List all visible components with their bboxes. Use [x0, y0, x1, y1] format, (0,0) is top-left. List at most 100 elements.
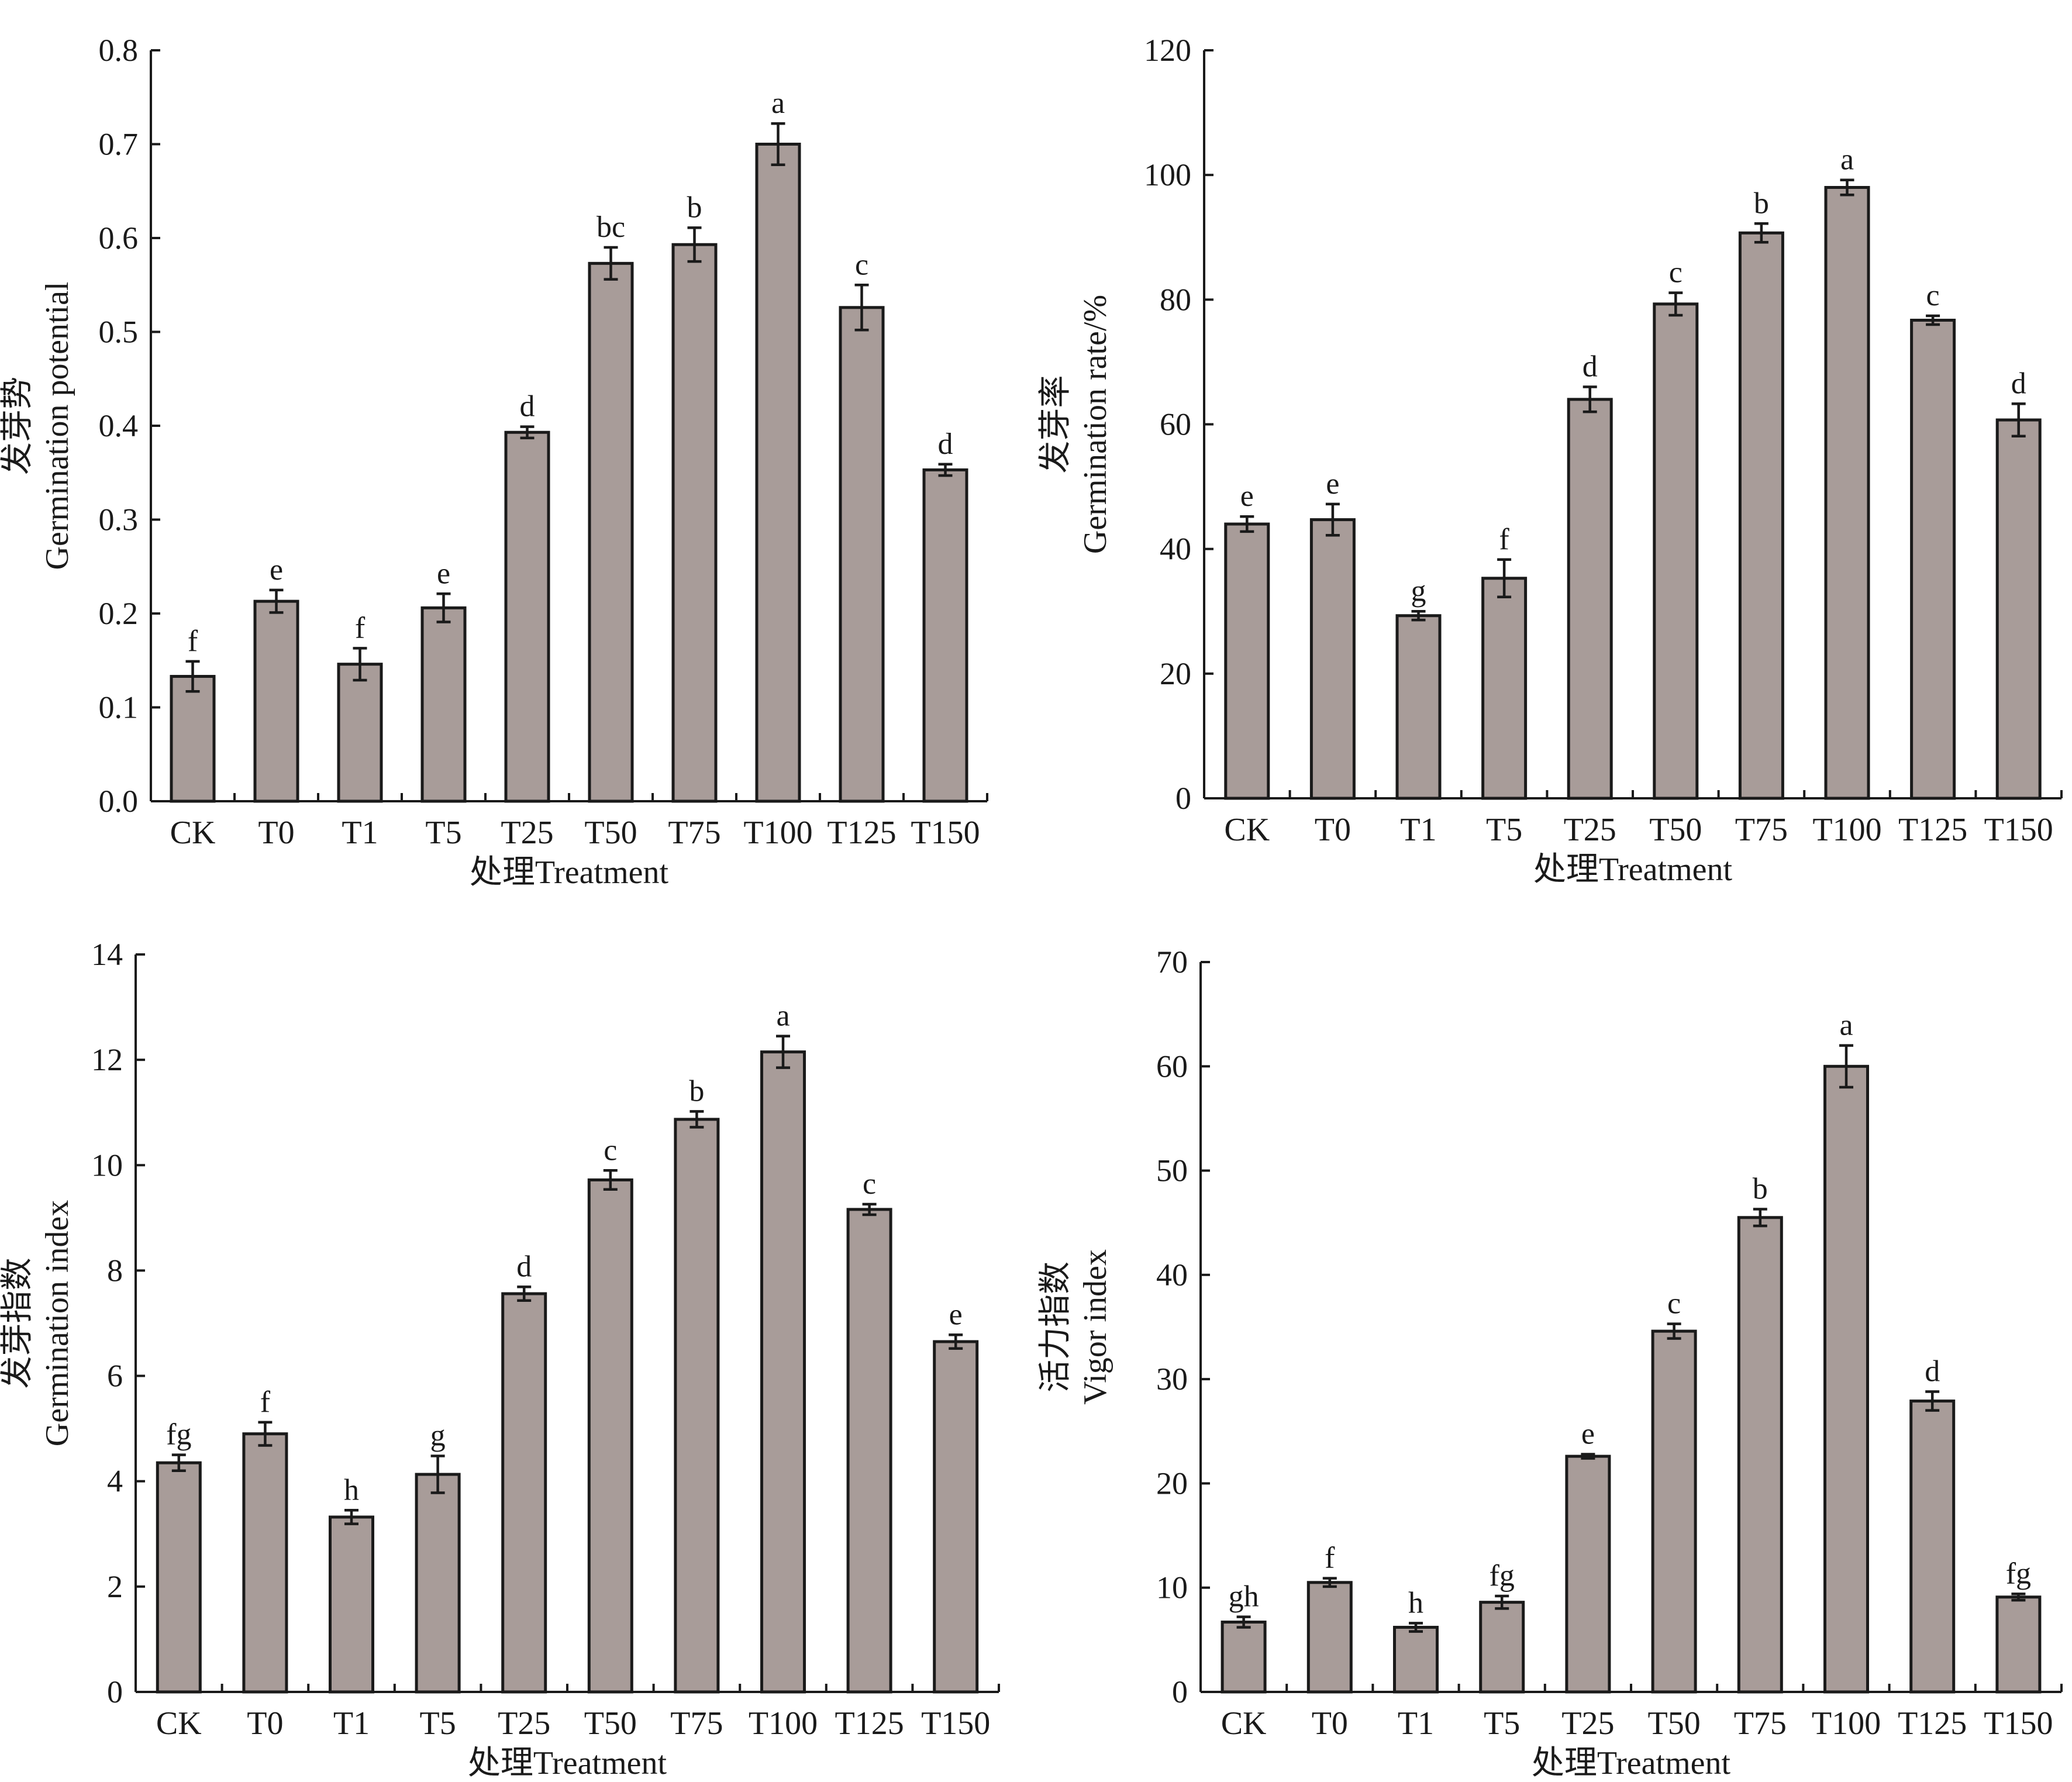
x-tick-label: T150	[1984, 1705, 2053, 1742]
significance-letter: f	[355, 611, 366, 644]
y-tick-label: 0.0	[99, 784, 139, 819]
x-axis-title: 处理Treatment	[1532, 1745, 1731, 1781]
x-tick-label: T100	[743, 815, 812, 851]
y-tick-label: 10	[91, 1147, 123, 1183]
y-tick-label: 20	[1156, 1466, 1188, 1501]
bar-t0	[1309, 518, 1356, 800]
significance-letter: c	[863, 1167, 876, 1201]
x-tick-label: T1	[1398, 1705, 1434, 1742]
germination-potential-chart: 0.0 0.1 0.2 0.3 0.4 0.5 0.6 0.7 0.8 f CK e T0 f T1 e T5 d…	[0, 33, 988, 891]
x-tick-label: T1	[1400, 812, 1436, 848]
significance-letter: a	[1840, 143, 1854, 177]
bar-t25	[501, 1292, 547, 1694]
y-tick-label: 0	[107, 1674, 123, 1709]
bar-t150	[1995, 1595, 2042, 1694]
bar-t125	[1909, 1400, 1956, 1694]
bar-t50	[1651, 1329, 1697, 1694]
x-tick-label: T0	[247, 1705, 283, 1742]
y-tick-label: 100	[1144, 157, 1191, 192]
significance-letter: fg	[1490, 1559, 1515, 1593]
x-tick-label: T75	[668, 815, 720, 851]
bar-t50	[1653, 302, 1699, 800]
y-tick-label: 0	[1172, 1674, 1188, 1709]
y-tick-label: 10	[1156, 1570, 1188, 1605]
significance-letter: h	[1408, 1586, 1423, 1619]
bar-t150	[1995, 418, 2042, 800]
significance-letter: d	[2011, 367, 2026, 400]
y-axis-title-en: Germination potential	[39, 282, 75, 570]
y-tick-label: 0.5	[99, 315, 139, 350]
significance-letter: c	[1669, 256, 1683, 289]
x-axis-title: 处理Treatment	[468, 1745, 667, 1781]
significance-letter: b	[1754, 187, 1769, 220]
significance-letter: h	[344, 1473, 359, 1507]
y-axis-title-cn: 发芽势	[0, 377, 36, 475]
x-tick-label: CK	[156, 1705, 202, 1742]
bar-t0	[242, 1432, 288, 1694]
bar-t25	[1567, 398, 1613, 800]
y-tick-label: 0.6	[99, 220, 139, 256]
bar-t75	[1738, 231, 1784, 800]
significance-letter: f	[1325, 1542, 1335, 1575]
bar-t100	[760, 1050, 806, 1694]
germination-index-chart: 0 2 4 6 8 10 12 14 fg CK f T0 h T1 g T5 d T25 c T50 b T75 a T10…	[0, 937, 1000, 1781]
y-tick-label: 30	[1156, 1362, 1188, 1397]
x-tick-label: T150	[921, 1705, 990, 1742]
y-axis-title-en: Germination index	[39, 1200, 75, 1446]
x-tick-label: T5	[419, 1705, 456, 1742]
bar-t5	[415, 1473, 461, 1694]
x-tick-label: T75	[1735, 812, 1788, 848]
significance-letter: a	[1839, 1009, 1853, 1042]
significance-letter: b	[689, 1074, 704, 1108]
x-tick-label: T25	[498, 1705, 550, 1742]
bar-t50	[588, 261, 634, 803]
y-axis-title-cn: 活力指数	[1037, 1261, 1074, 1392]
bar-t0	[253, 599, 299, 803]
x-tick-label: T75	[670, 1705, 723, 1742]
significance-letter: b	[1753, 1173, 1768, 1206]
bar-ck	[1224, 522, 1270, 800]
x-axis-title: 处理Treatment	[470, 854, 669, 891]
significance-letter: c	[855, 248, 868, 281]
x-tick-label: T50	[584, 1705, 637, 1742]
significance-letter: d	[1925, 1355, 1940, 1388]
bar-t25	[1565, 1454, 1611, 1694]
vigor-index-chart: 0 10 20 30 40 50 60 70 gh CK f T0 h T1 fg T5 e T25 c T50 b T7…	[1037, 945, 2063, 1781]
x-tick-label: T125	[827, 815, 896, 851]
y-tick-label: 0.2	[99, 596, 139, 631]
significance-letter: c	[1926, 279, 1940, 312]
y-tick-label: 0.3	[99, 502, 139, 537]
bar-ck	[1221, 1621, 1267, 1694]
x-tick-label: T125	[835, 1705, 904, 1742]
significance-letter: e	[1581, 1418, 1595, 1451]
x-tick-label: T25	[501, 815, 553, 851]
significance-letter: c	[604, 1133, 617, 1167]
bar-t1	[1393, 1625, 1439, 1694]
x-tick-label: T125	[1898, 1705, 1967, 1742]
significance-letter: e	[270, 553, 283, 587]
bar-t125	[846, 1208, 892, 1694]
y-tick-label: 80	[1160, 282, 1191, 317]
y-tick-label: 60	[1156, 1049, 1188, 1084]
significance-letter: e	[437, 557, 450, 590]
x-tick-label: T100	[1812, 1705, 1881, 1742]
x-tick-label: T0	[1315, 812, 1351, 848]
bar-t5	[1481, 577, 1528, 800]
y-tick-label: 2	[107, 1569, 123, 1604]
bar-t75	[674, 1118, 720, 1694]
x-tick-label: T0	[258, 815, 294, 851]
y-axis-title-en: Vigor index	[1077, 1249, 1113, 1405]
y-tick-label: 12	[91, 1042, 123, 1077]
y-tick-label: 4	[107, 1464, 123, 1499]
significance-letter: a	[776, 999, 790, 1033]
x-tick-label: CK	[1224, 812, 1270, 848]
germination-rate-chart: 0 20 40 60 80 100 120 e CK e T0 g T1 f T5 d T25 c T50 b T75 a…	[1037, 33, 2063, 888]
significance-letter: bc	[597, 211, 625, 244]
significance-letter: f	[260, 1385, 271, 1419]
bar-t75	[671, 243, 718, 803]
y-tick-label: 70	[1156, 945, 1188, 980]
x-tick-label: T150	[1984, 812, 2053, 848]
significance-letter: c	[1667, 1287, 1681, 1321]
bar-t25	[504, 430, 550, 803]
